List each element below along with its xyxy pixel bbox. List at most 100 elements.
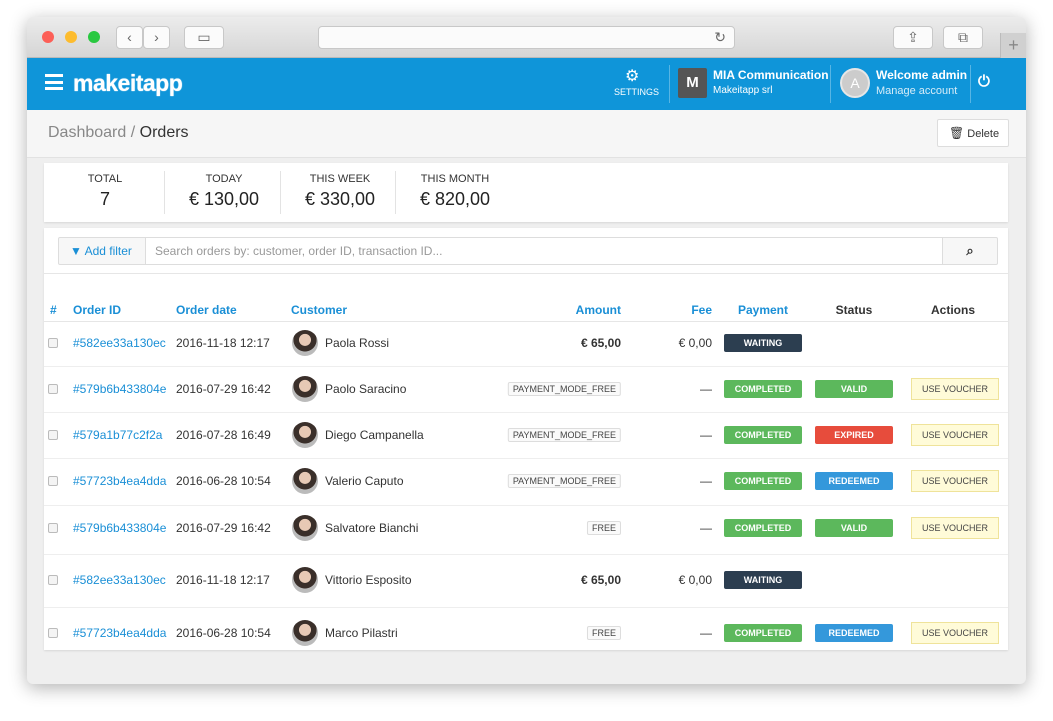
fee: € 0,00 (678, 573, 712, 587)
minimize-button[interactable] (65, 31, 77, 43)
back-button[interactable]: ‹ (116, 26, 143, 49)
avatar (292, 422, 318, 448)
address-bar[interactable]: ↻ (318, 26, 735, 49)
use-voucher-button[interactable]: USE VOUCHER (911, 517, 999, 539)
status-badge: REDEEMED (815, 472, 893, 490)
avatar (292, 515, 318, 541)
logout-button[interactable]: ⏻ (978, 73, 990, 90)
share-button[interactable]: ⇪ (893, 26, 933, 49)
status-badge: REDEEMED (815, 624, 893, 642)
column-header[interactable]: Customer (291, 303, 348, 317)
order-date: 2016-06-28 10:54 (176, 626, 271, 640)
stats-card: TOTAL 7 TODAY € 130,00 THIS WEEK € 330,00 THIS… (44, 163, 1008, 222)
breadcrumb-bar: Dashboard / Orders 🗑 Delete (27, 110, 1026, 158)
fee: — (700, 382, 712, 396)
order-id[interactable]: #57723b4ea4dda (73, 626, 167, 640)
forward-button[interactable]: › (143, 26, 170, 49)
user-avatar[interactable]: A (840, 68, 870, 98)
add-filter-button[interactable]: ▼ Add filter (58, 237, 146, 265)
row-divider (44, 366, 1008, 367)
settings-label[interactable]: SETTINGS (614, 87, 660, 97)
fee: — (700, 521, 712, 535)
new-tab-button[interactable]: + (1000, 33, 1026, 58)
payment-mode: PAYMENT_MODE_FREE (507, 474, 621, 488)
company-sub: Makeitapp srl (713, 85, 773, 96)
delete-button[interactable]: 🗑 Delete (937, 119, 1009, 147)
zoom-button[interactable] (88, 31, 100, 43)
checkbox[interactable] (48, 523, 58, 533)
payment-badge: COMPLETED (724, 472, 802, 490)
amount: € 65,00 (580, 573, 621, 587)
payment-mode: PAYMENT_MODE_FREE (507, 428, 621, 442)
search-input[interactable]: Search orders by: customer, order ID, tr… (145, 237, 943, 265)
payment-mode: FREE (586, 521, 621, 535)
fee: € 0,00 (678, 336, 712, 350)
divider (164, 171, 165, 214)
order-id[interactable]: #582ee33a130ec (73, 336, 166, 350)
manage-account[interactable]: Manage account (876, 85, 958, 97)
order-id[interactable]: #582ee33a130ec (73, 573, 166, 587)
order-id[interactable]: #579b6b433804e (73, 521, 167, 535)
column-header[interactable]: Order ID (73, 303, 122, 317)
column-header: Actions (930, 303, 976, 317)
customer-name: Marco Pilastri (325, 626, 398, 640)
search-placeholder: Search orders by: customer, order ID, tr… (155, 244, 443, 258)
row-divider (44, 458, 1008, 459)
company-initial[interactable]: M (678, 68, 707, 98)
row-divider (44, 606, 1008, 608)
customer-name: Valerio Caputo (325, 474, 404, 488)
row-divider (44, 412, 1008, 413)
customer-name: Vittorio Esposito (325, 573, 412, 587)
delete-label: Delete (967, 128, 1000, 140)
tabs-button[interactable]: ⧉ (943, 26, 983, 49)
use-voucher-button[interactable]: USE VOUCHER (911, 622, 999, 644)
use-voucher-button[interactable]: USE VOUCHER (911, 424, 999, 446)
checkbox[interactable] (48, 430, 58, 440)
breadcrumb-link[interactable]: Dashboard (48, 124, 127, 141)
order-id[interactable]: #579a1b77c2f2a (73, 428, 163, 442)
logo[interactable]: makeitapp (73, 70, 183, 96)
column-header[interactable]: Amount (575, 303, 621, 317)
amount: € 65,00 (580, 336, 621, 350)
column-header[interactable]: Fee (691, 303, 712, 317)
add-filter-label: Add filter (84, 244, 132, 258)
order-date: 2016-11-18 12:17 (176, 573, 270, 587)
divider (395, 171, 396, 214)
checkbox[interactable] (48, 384, 58, 394)
payment-badge: COMPLETED (724, 519, 802, 537)
checkbox[interactable] (48, 476, 58, 486)
checkbox[interactable] (48, 628, 58, 638)
payment-badge: COMPLETED (724, 426, 802, 444)
order-date: 2016-07-28 16:49 (176, 428, 271, 442)
breadcrumb-separator: / (130, 124, 136, 141)
order-id[interactable]: #579b6b433804e (73, 382, 167, 396)
order-date: 2016-07-29 16:42 (176, 382, 271, 396)
search-button[interactable]: ⌕ (942, 237, 998, 265)
use-voucher-button[interactable]: USE VOUCHER (911, 378, 999, 400)
order-id[interactable]: #57723b4ea4dda (73, 474, 167, 488)
avatar (292, 620, 318, 646)
sidebar-button[interactable]: ▭ (184, 26, 224, 49)
payment-badge: WAITING (724, 334, 802, 352)
status-badge: EXPIRED (815, 426, 893, 444)
checkbox[interactable] (48, 575, 58, 585)
checkbox[interactable] (48, 338, 58, 348)
settings-icon[interactable]: ⚙ (625, 68, 640, 85)
company-name[interactable]: MIA Communication (713, 68, 829, 82)
fee: — (700, 626, 712, 640)
payment-badge: COMPLETED (724, 624, 802, 642)
order-date: 2016-07-29 16:42 (176, 521, 271, 535)
fee: — (700, 428, 712, 442)
welcome: Welcome admin (876, 68, 968, 82)
customer-name: Diego Campanella (325, 428, 424, 442)
app-header: makeitapp ⚙ SETTINGS M MIA Communication… (27, 58, 1026, 110)
menu-button[interactable] (45, 74, 63, 90)
column-header[interactable]: Order date (176, 303, 237, 317)
column-header: # (50, 303, 57, 317)
use-voucher-button[interactable]: USE VOUCHER (911, 470, 999, 492)
avatar (292, 376, 318, 402)
close-button[interactable] (42, 31, 54, 43)
row-divider (44, 554, 1008, 555)
avatar (292, 330, 318, 356)
